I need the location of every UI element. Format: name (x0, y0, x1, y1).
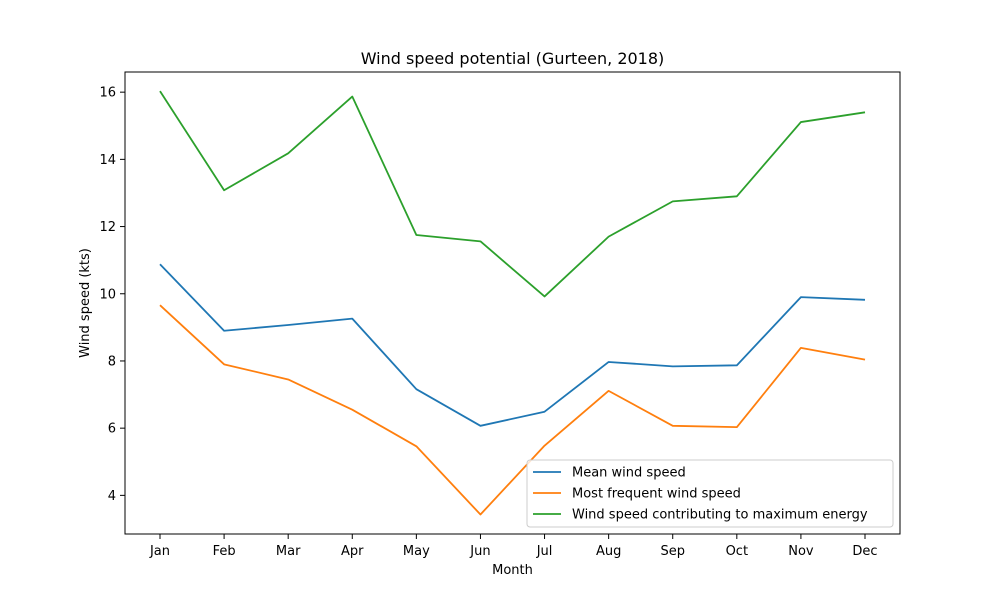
legend-box (526, 459, 894, 528)
x-tick-label: Apr (341, 544, 364, 559)
plot-frame (124, 71, 901, 535)
chart-title: Wind speed potential (Gurteen, 2018) (361, 49, 665, 68)
series-line-2 (159, 90, 866, 298)
series-line-0 (159, 263, 866, 427)
y-tick-label: 10 (99, 287, 116, 302)
y-tick-label: 16 (99, 86, 116, 101)
x-axis-label: Month (492, 563, 533, 578)
x-tick-label: Aug (596, 544, 621, 559)
plot-area (124, 71, 901, 535)
y-tick-label: 12 (99, 220, 116, 235)
x-tick-label: Jan (149, 544, 170, 559)
y-tick-label: 6 (108, 422, 116, 437)
x-tick-label: May (403, 544, 430, 559)
x-tick-label: Feb (213, 544, 236, 559)
y-axis-label: Wind speed (kts) (78, 248, 93, 358)
x-tick-label: Oct (726, 544, 748, 559)
y-tick-label: 8 (108, 354, 116, 369)
y-axis: 4 6 8 10 12 14 16 (99, 86, 125, 504)
legend-label-2: Wind speed contributing to maximum energ… (572, 508, 868, 523)
series-line-1 (159, 304, 866, 516)
legend-label-1: Most frequent wind speed (572, 487, 741, 502)
x-tick-label: Jul (536, 544, 553, 559)
legend: Mean wind speed Most frequent wind speed W… (526, 459, 894, 528)
legend-label-0: Mean wind speed (572, 466, 686, 481)
series-layer (159, 90, 866, 516)
y-tick-label: 4 (108, 489, 116, 504)
y-tick-label: 14 (99, 153, 116, 168)
x-tick-label: Jun (469, 544, 490, 559)
x-tick-label: Dec (852, 544, 877, 559)
x-tick-label: Sep (660, 544, 685, 559)
x-tick-label: Nov (788, 544, 814, 559)
x-tick-label: Mar (276, 544, 301, 559)
x-axis: Jan Feb Mar Apr May Jun Jul Aug Sep Oct Nov Dec (149, 534, 878, 559)
